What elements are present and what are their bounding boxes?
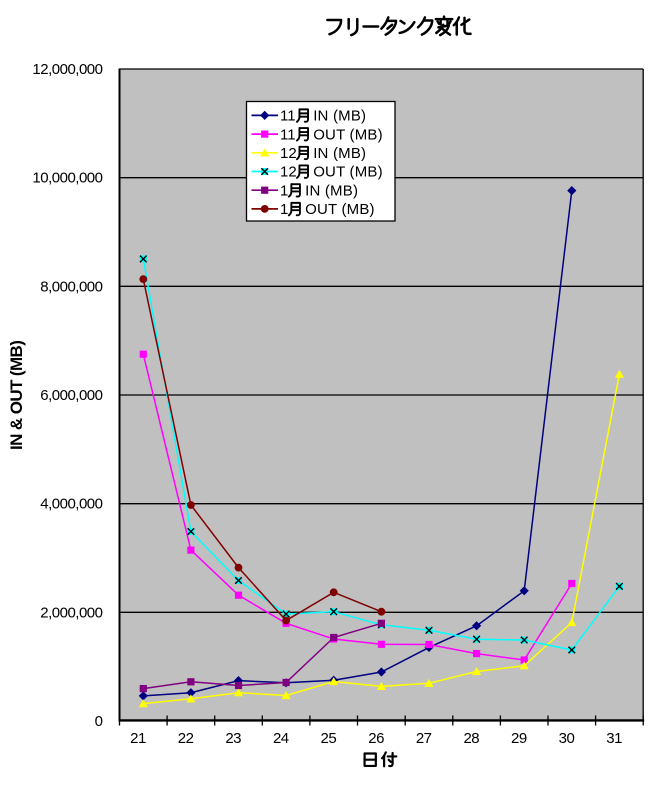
svg-text:22: 22 — [178, 730, 194, 747]
svg-text:24: 24 — [273, 730, 289, 747]
svg-text:IN (MB): IN (MB) — [305, 182, 358, 199]
svg-text:12,000,000: 12,000,000 — [32, 61, 102, 78]
svg-text:1: 1 — [280, 182, 288, 199]
svg-text:11: 11 — [280, 108, 296, 125]
svg-text:21: 21 — [130, 730, 146, 747]
svg-text:1: 1 — [280, 201, 288, 218]
svg-text:OUT (MB): OUT (MB) — [313, 126, 383, 143]
svg-text:30: 30 — [559, 730, 575, 747]
svg-text:10,000,000: 10,000,000 — [32, 170, 102, 187]
svg-text:0: 0 — [95, 713, 103, 730]
svg-text:27: 27 — [416, 730, 432, 747]
svg-text:4,000,000: 4,000,000 — [40, 496, 102, 513]
svg-text:12: 12 — [280, 145, 297, 162]
svg-text:28: 28 — [463, 730, 479, 747]
svg-text:OUT (MB): OUT (MB) — [313, 164, 383, 181]
svg-text:26: 26 — [368, 730, 384, 747]
svg-text:IN (MB): IN (MB) — [313, 108, 366, 125]
svg-text:6,000,000: 6,000,000 — [40, 387, 102, 404]
svg-text:8,000,000: 8,000,000 — [40, 278, 102, 295]
svg-text:12: 12 — [280, 164, 297, 181]
svg-text:11: 11 — [280, 126, 296, 143]
svg-text:29: 29 — [511, 730, 527, 747]
svg-text:31: 31 — [606, 730, 622, 747]
svg-text:23: 23 — [225, 730, 241, 747]
svg-text:OUT (MB): OUT (MB) — [305, 201, 375, 218]
svg-text:25: 25 — [321, 730, 337, 747]
svg-text:IN & OUT (MB): IN & OUT (MB) — [7, 341, 26, 450]
svg-text:IN (MB): IN (MB) — [313, 145, 366, 162]
svg-text:2,000,000: 2,000,000 — [40, 604, 102, 621]
